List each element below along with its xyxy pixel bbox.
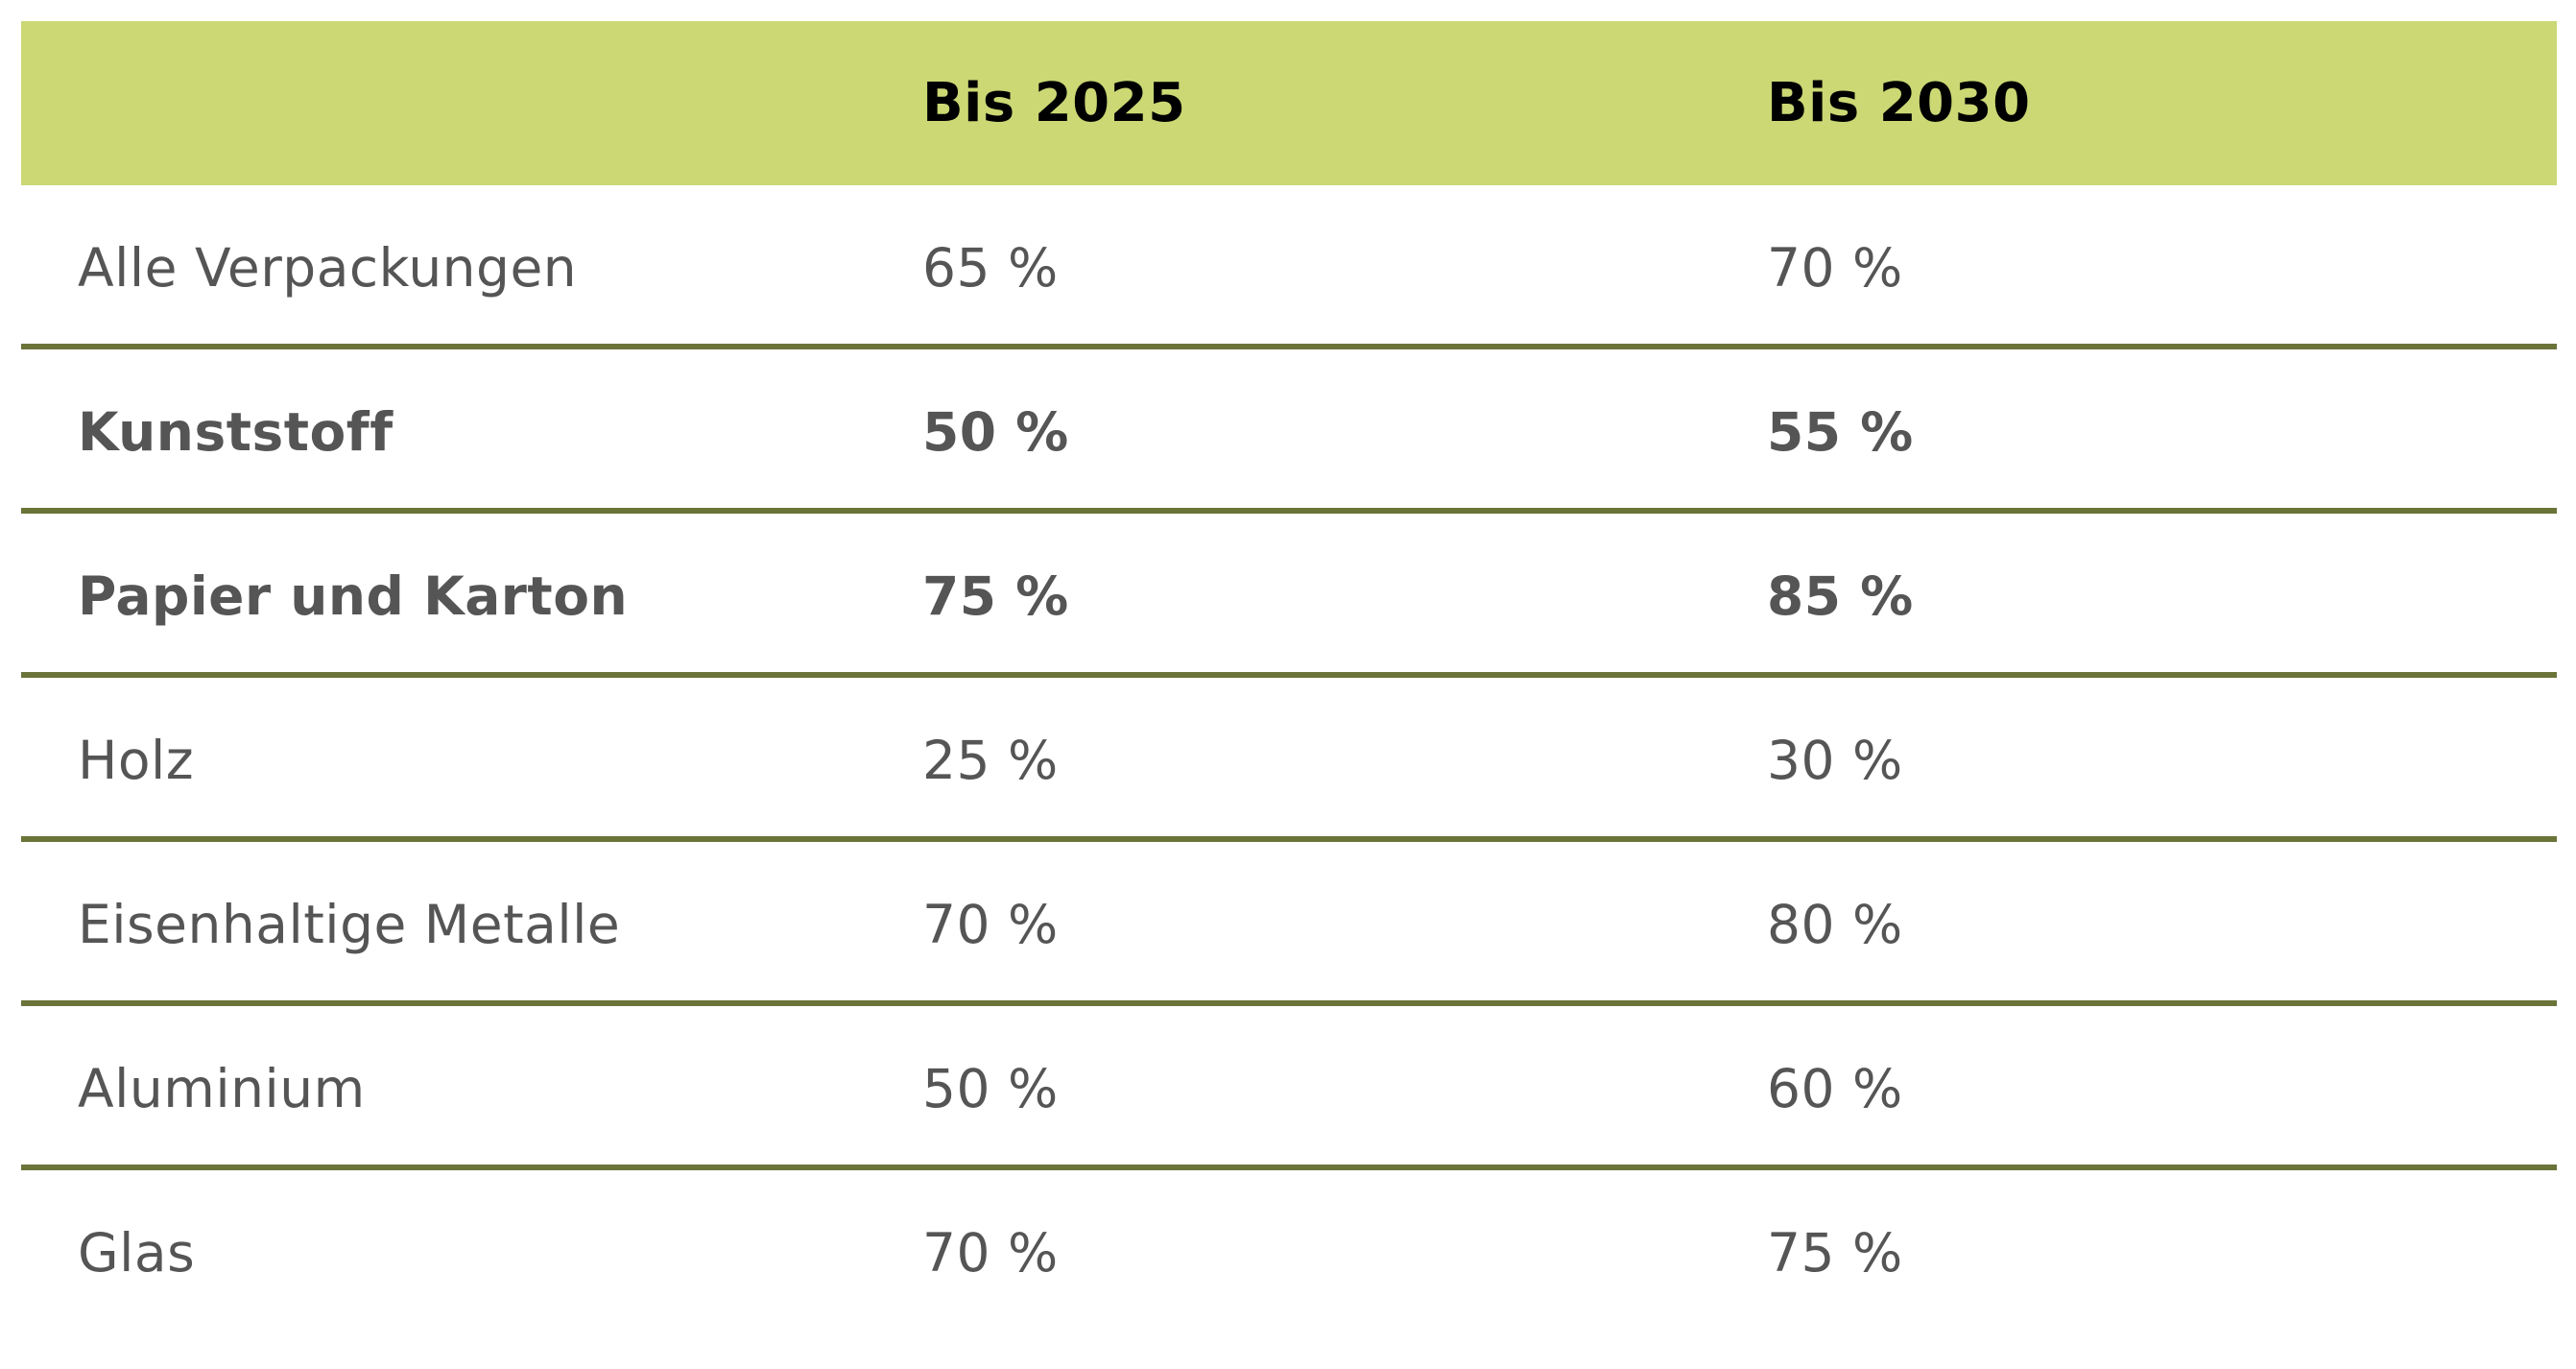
value-2025-cell: 50 % [922, 1057, 1059, 1119]
value-2030-cell: 70 % [1767, 236, 1903, 299]
material-cell: Papier und Karton [78, 564, 629, 627]
table-row: Kunststoff 50 % 55 % [21, 349, 2557, 514]
material-cell: Alle Verpackungen [78, 236, 578, 299]
value-2030-cell: 60 % [1767, 1057, 1903, 1119]
material-cell: Kunststoff [78, 400, 394, 463]
recycling-targets-table: Bis 2025 Bis 2030 Alle Verpackungen 65 %… [21, 21, 2557, 1334]
value-2025-cell: 70 % [922, 893, 1059, 955]
value-2025-cell: 25 % [922, 729, 1059, 791]
value-2030-cell: 30 % [1767, 729, 1903, 791]
table-row: Papier und Karton 75 % 85 % [21, 514, 2557, 678]
table-header-row: Bis 2025 Bis 2030 [21, 21, 2557, 185]
header-cell-2025: Bis 2025 [922, 72, 1186, 134]
value-2025-cell: 75 % [922, 564, 1069, 627]
material-cell: Holz [78, 729, 195, 791]
value-2025-cell: 65 % [922, 236, 1059, 299]
value-2030-cell: 85 % [1767, 564, 1914, 627]
value-2030-cell: 80 % [1767, 893, 1903, 955]
value-2030-cell: 75 % [1767, 1221, 1903, 1284]
header-cell-2030: Bis 2030 [1767, 72, 2031, 134]
value-2025-cell: 50 % [922, 400, 1069, 463]
table-row: Aluminium 50 % 60 % [21, 1006, 2557, 1170]
table-row: Alle Verpackungen 65 % 70 % [21, 185, 2557, 349]
material-cell: Eisenhaltige Metalle [78, 893, 621, 955]
material-cell: Glas [78, 1221, 196, 1284]
table-row: Eisenhaltige Metalle 70 % 80 % [21, 842, 2557, 1006]
table-row: Holz 25 % 30 % [21, 678, 2557, 842]
value-2030-cell: 55 % [1767, 400, 1914, 463]
table-row: Glas 70 % 75 % [21, 1170, 2557, 1334]
value-2025-cell: 70 % [922, 1221, 1059, 1284]
material-cell: Aluminium [78, 1057, 366, 1119]
